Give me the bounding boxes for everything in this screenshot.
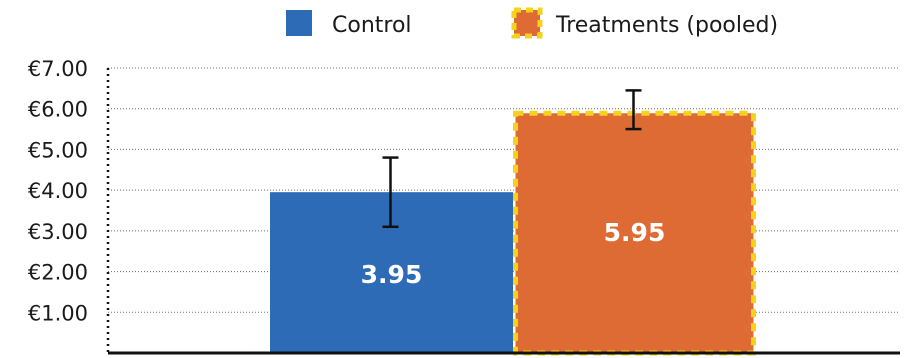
error-bars: [382, 89, 642, 229]
y-tick-label: €3.00: [28, 220, 88, 244]
data-labels: 3.95 5.95: [361, 218, 666, 289]
y-tick-label: €4.00: [28, 179, 88, 203]
legend: Control Treatments (pooled): [286, 7, 778, 39]
y-tick-label: €2.00: [28, 261, 88, 285]
y-tick-label: €1.00: [28, 301, 88, 325]
data-label: 3.95: [361, 260, 423, 289]
y-tick-label: €6.00: [28, 98, 88, 122]
y-axis: €1.00 €2.00 €3.00 €4.00 €5.00 €6.00 €7.00: [28, 57, 110, 353]
y-tick-label: €7.00: [28, 57, 88, 81]
legend-swatch-treatments: [511, 7, 543, 39]
legend-label-control: Control: [332, 13, 412, 38]
data-label: 5.95: [604, 218, 666, 247]
y-tick-label: €5.00: [28, 138, 88, 162]
legend-label-treatments: Treatments (pooled): [555, 13, 778, 38]
error-bar: [382, 156, 399, 229]
legend-swatch-control: [286, 10, 312, 36]
error-bar: [625, 89, 642, 131]
